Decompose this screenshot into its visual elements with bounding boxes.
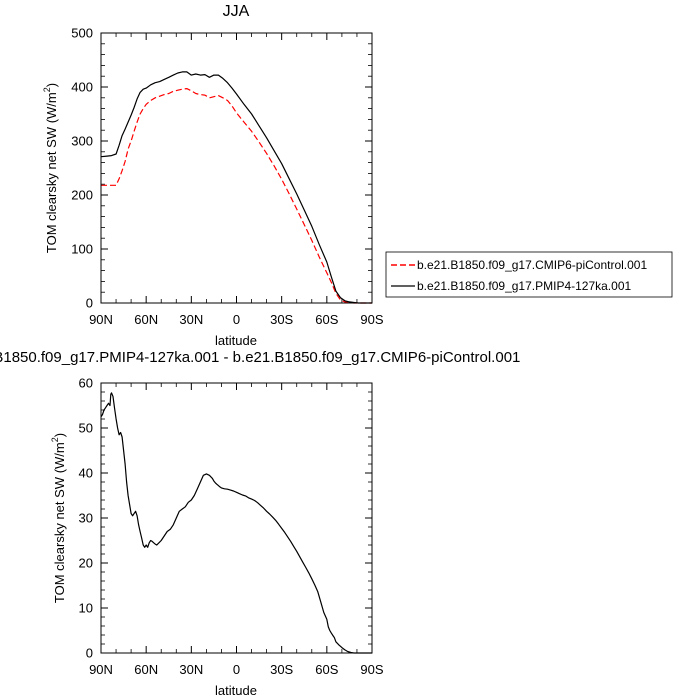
bottom-chart-panel: b.e21.B1850.f09_g17.PMIP4-127ka.001 - b.… bbox=[0, 349, 520, 698]
bottom-y-tick-label: 30 bbox=[79, 511, 93, 526]
bottom-y-tick-label: 10 bbox=[79, 601, 93, 616]
legend-box bbox=[385, 251, 673, 298]
top-y-tick-label: 100 bbox=[71, 242, 93, 257]
legend-label-127ka: b.e21.B1850.f09_g17.PMIP4-127ka.001 bbox=[417, 279, 631, 293]
legend-label-picontrol: b.e21.B1850.f09_g17.CMIP6-piControl.001 bbox=[417, 258, 647, 272]
bottom-chart-y-tick-labels: 0 10 20 30 40 50 60 bbox=[79, 376, 93, 661]
bottom-chart-y-axis-label: TOM clearsky net SW (W/m2) bbox=[50, 433, 67, 603]
bottom-x-tick-label: 60N bbox=[134, 662, 158, 677]
top-chart-y-tick-labels: 0 100 200 300 400 500 bbox=[71, 26, 93, 311]
bottom-chart-title: b.e21.B1850.f09_g17.PMIP4-127ka.001 - b.… bbox=[0, 349, 520, 366]
bottom-chart-series bbox=[100, 392, 372, 654]
top-y-tick-label: 0 bbox=[86, 296, 93, 311]
top-x-tick-label: 60S bbox=[315, 312, 338, 327]
top-chart-x-tick-labels: 90N 60N 30N 0 30S 60S 90S bbox=[89, 312, 384, 327]
top-x-tick-label: 30S bbox=[270, 312, 293, 327]
top-y-tick-label: 200 bbox=[71, 188, 93, 203]
bottom-chart-y-axis-label-main: TOM clearsky net SW (W/m bbox=[52, 442, 67, 603]
bottom-x-tick-label: 30S bbox=[270, 662, 293, 677]
top-y-tick-label: 500 bbox=[71, 26, 93, 41]
top-chart-panel: JJA 90N 60N 30N 0 30S 60S 90S 0 100 200 300 400 500… bbox=[42, 3, 384, 348]
top-chart-series bbox=[100, 71, 372, 304]
top-chart-ticks bbox=[100, 32, 373, 304]
bottom-y-tick-label: 20 bbox=[79, 556, 93, 571]
top-x-tick-label: 90S bbox=[360, 312, 383, 327]
bottom-x-tick-label: 0 bbox=[233, 662, 240, 677]
bottom-x-tick-label: 90S bbox=[360, 662, 383, 677]
bottom-chart-y-axis-label-end: ) bbox=[52, 433, 67, 437]
top-chart-title: JJA bbox=[223, 3, 250, 20]
top-chart-plot-frame bbox=[100, 32, 373, 304]
top-x-tick-label: 90N bbox=[89, 312, 113, 327]
bottom-series-line-0 bbox=[100, 392, 372, 654]
top-series-line-0 bbox=[101, 87, 372, 304]
top-chart-y-axis-label-sup: 2 bbox=[42, 87, 52, 92]
bottom-x-tick-label: 90N bbox=[89, 662, 113, 677]
bottom-chart-x-axis-label: latitude bbox=[215, 683, 257, 698]
bottom-chart-ticks bbox=[100, 382, 373, 654]
top-x-tick-label: 30N bbox=[179, 312, 203, 327]
bottom-y-tick-label: 60 bbox=[79, 376, 93, 391]
top-x-tick-label: 60N bbox=[134, 312, 158, 327]
chart-legend: b.e21.B1850.f09_g17.CMIP6-piControl.001 … bbox=[385, 251, 673, 298]
top-chart-x-axis-label: latitude bbox=[215, 333, 257, 348]
bottom-x-tick-label: 30N bbox=[179, 662, 203, 677]
top-y-tick-label: 400 bbox=[71, 80, 93, 95]
bottom-y-tick-label: 40 bbox=[79, 466, 93, 481]
bottom-chart-y-axis-label-sup: 2 bbox=[50, 437, 60, 442]
bottom-chart-x-tick-labels: 90N 60N 30N 0 30S 60S 90S bbox=[89, 662, 384, 677]
bottom-x-tick-label: 60S bbox=[315, 662, 338, 677]
top-chart-y-axis-label-end: ) bbox=[44, 83, 59, 87]
top-series-line-1 bbox=[100, 71, 372, 304]
bottom-chart-plot-frame bbox=[100, 382, 373, 654]
top-chart-y-axis-label-main: TOM clearsky net SW (W/m bbox=[44, 92, 59, 253]
bottom-y-tick-label: 50 bbox=[79, 421, 93, 436]
top-y-tick-label: 300 bbox=[71, 134, 93, 149]
top-chart-y-axis-label: TOM clearsky net SW (W/m2) bbox=[42, 83, 59, 253]
top-x-tick-label: 0 bbox=[233, 312, 240, 327]
bottom-y-tick-label: 0 bbox=[86, 646, 93, 661]
